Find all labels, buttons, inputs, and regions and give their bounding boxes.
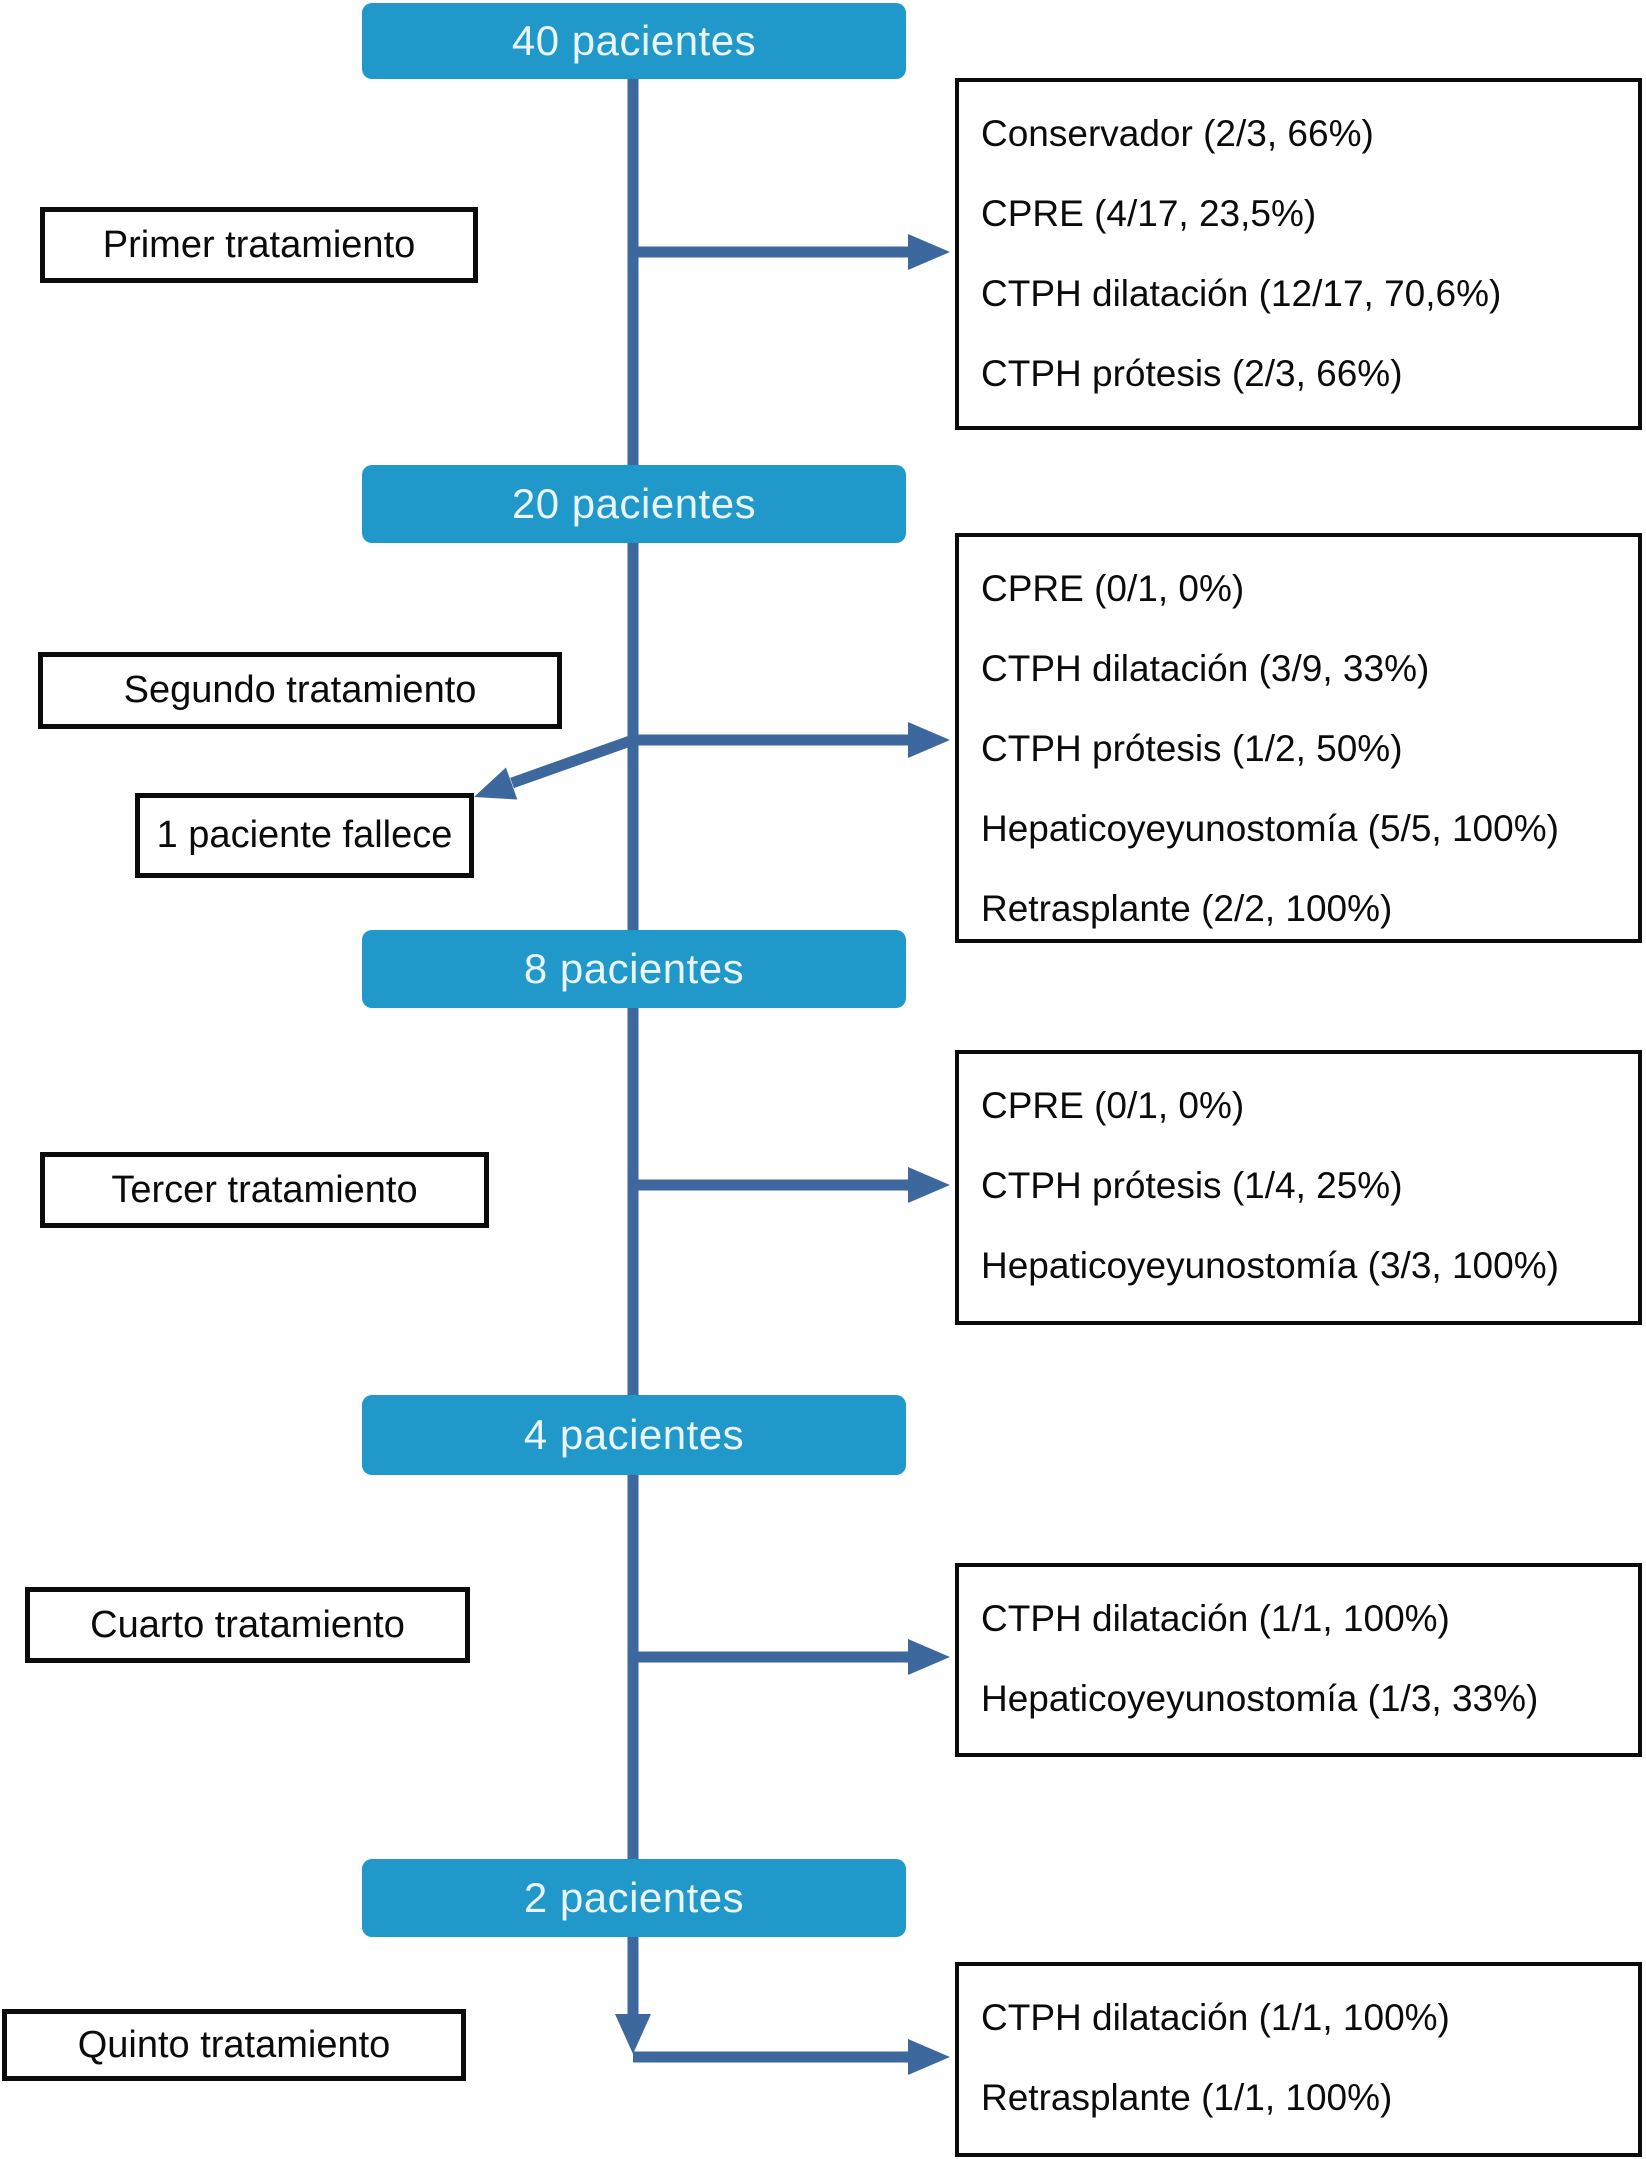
arrow-diagonal-icon (474, 767, 518, 800)
patient-count-node-2: 20 pacientes (362, 465, 906, 543)
outcome-item: Retrasplante (2/2, 100%) (981, 888, 1393, 929)
outcome-item: CPRE (0/1, 0%) (981, 568, 1245, 609)
outcomes-box-5: CTPH dilatación (1/1, 100%) Retrasplante… (955, 1962, 1642, 2157)
outcome-item: Hepaticoyeyunostomía (3/3, 100%) (981, 1245, 1559, 1286)
arrow-right-icon-4 (908, 1639, 950, 1675)
arrow-right-icon-3 (908, 1167, 950, 1203)
outcome-item: CTPH prótesis (2/3, 66%) (981, 353, 1403, 394)
outcome-item: CPRE (4/17, 23,5%) (981, 193, 1317, 234)
arrow-right-icon-2 (908, 722, 950, 758)
outcomes-box-3: CPRE (0/1, 0%) CTPH prótesis (1/4, 25%) … (955, 1050, 1642, 1325)
outcome-item: CTPH prótesis (1/4, 25%) (981, 1165, 1403, 1206)
outcome-item: CTPH dilatación (12/17, 70,6%) (981, 273, 1502, 314)
death-branch-line (510, 734, 635, 789)
outcomes-box-1: Conservador (2/3, 66%) CPRE (4/17, 23,5%… (955, 78, 1642, 430)
arrow-right-icon-1 (908, 234, 950, 270)
outcome-item: CTPH dilatación (1/1, 100%) (981, 1598, 1450, 1639)
arrow-right-icon-5 (908, 2039, 950, 2075)
outcome-item: CTPH dilatación (3/9, 33%) (981, 648, 1430, 689)
death-note-box: 1 paciente fallece (135, 793, 474, 878)
outcome-item: Hepaticoyeyunostomía (5/5, 100%) (981, 808, 1559, 849)
treatment-label-3: Tercer tratamiento (40, 1152, 489, 1228)
outcome-item: Conservador (2/3, 66%) (981, 113, 1374, 154)
treatment-label-5: Quinto tratamiento (2, 2009, 466, 2081)
treatment-label-2: Segundo tratamiento (38, 652, 562, 729)
patient-count-node-5: 2 pacientes (362, 1859, 906, 1937)
outcome-item: Retrasplante (1/1, 100%) (981, 2077, 1393, 2118)
outcome-item: CTPH dilatación (1/1, 100%) (981, 1997, 1450, 2038)
treatment-label-4: Cuarto tratamiento (25, 1587, 470, 1663)
patient-count-node-1: 40 pacientes (362, 3, 906, 79)
patient-count-node-3: 8 pacientes (362, 930, 906, 1008)
treatment-label-1: Primer tratamiento (40, 207, 478, 283)
outcomes-box-4: CTPH dilatación (1/1, 100%) Hepaticoyeyu… (955, 1563, 1642, 1757)
outcome-item: CTPH prótesis (1/2, 50%) (981, 728, 1403, 769)
outcomes-box-2: CPRE (0/1, 0%) CTPH dilatación (3/9, 33%… (955, 533, 1642, 943)
patient-count-node-4: 4 pacientes (362, 1395, 906, 1475)
outcome-item: Hepaticoyeyunostomía (1/3, 33%) (981, 1678, 1539, 1719)
outcome-item: CPRE (0/1, 0%) (981, 1085, 1245, 1126)
arrow-down-icon (615, 2014, 651, 2054)
